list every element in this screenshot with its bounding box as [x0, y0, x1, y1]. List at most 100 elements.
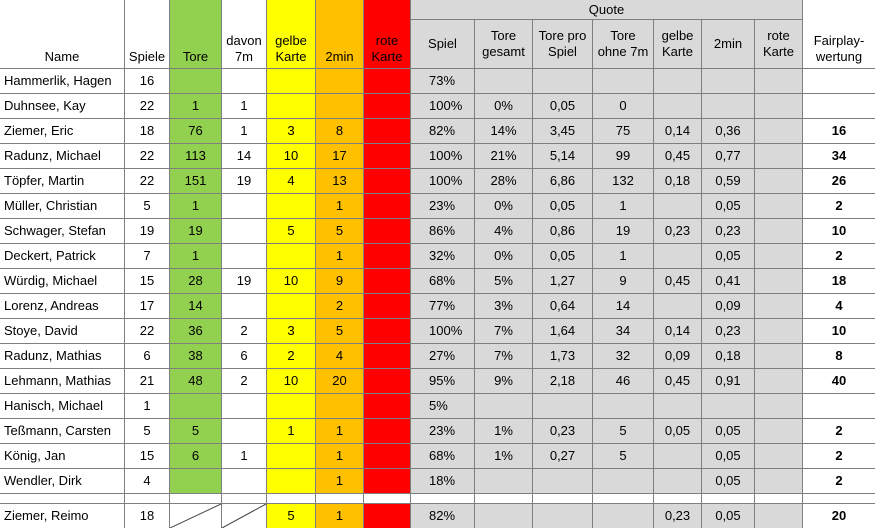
table-cell: 48 [170, 369, 221, 393]
table-cell: 36 [170, 319, 221, 343]
table-cell: 1 [222, 94, 266, 118]
table-cell: 2 [803, 444, 875, 468]
table-cell: 32 [593, 344, 653, 368]
table-cell: 95% [411, 369, 474, 393]
column-header: Tore gesamt [475, 20, 532, 68]
table-cell: 0,18 [654, 169, 701, 193]
table-cell: 8 [803, 344, 875, 368]
table-cell [803, 94, 875, 118]
table-cell: Ziemer, Eric [0, 119, 124, 143]
table-cell: 5 [267, 504, 315, 528]
table-cell [316, 69, 363, 93]
table-cell: 0,23 [533, 419, 592, 443]
table-cell: 1% [475, 419, 532, 443]
table-cell [364, 269, 410, 293]
table-cell: 100% [411, 144, 474, 168]
table-cell: 2 [803, 194, 875, 218]
table-cell [654, 69, 701, 93]
table-cell [702, 394, 754, 418]
table-cell: 40 [803, 369, 875, 393]
table-cell [654, 244, 701, 268]
table-cell: Radunz, Michael [0, 144, 124, 168]
table-cell: Deckert, Patrick [0, 244, 124, 268]
table-cell: 0,05 [702, 419, 754, 443]
table-cell: 1 [222, 444, 266, 468]
table-cell [170, 504, 221, 528]
table-cell: 14 [593, 294, 653, 318]
table-cell [364, 69, 410, 93]
table-cell [593, 394, 653, 418]
table-cell [364, 444, 410, 468]
table-cell [755, 219, 802, 243]
table-cell: 0,45 [654, 144, 701, 168]
table-cell [267, 394, 315, 418]
table-cell [364, 469, 410, 493]
table-cell: 0,05 [702, 504, 754, 528]
table-cell: 17 [125, 294, 169, 318]
table-cell [475, 469, 532, 493]
table-cell: 5 [593, 419, 653, 443]
table-cell: 9 [316, 269, 363, 293]
table-cell: 0,64 [533, 294, 592, 318]
table-cell [364, 144, 410, 168]
table-cell: 73% [411, 69, 474, 93]
table-cell: 0,41 [702, 269, 754, 293]
table-cell: 0,05 [654, 419, 701, 443]
table-cell: 2 [267, 344, 315, 368]
table-cell [755, 144, 802, 168]
table-cell [267, 469, 315, 493]
table-cell: Duhnsee, Kay [0, 94, 124, 118]
table-cell: 9 [593, 269, 653, 293]
table-cell: 38 [170, 344, 221, 368]
table-cell: 86% [411, 219, 474, 243]
table-cell [364, 344, 410, 368]
table-cell: 26 [803, 169, 875, 193]
table-cell: 34 [803, 144, 875, 168]
table-cell [533, 394, 592, 418]
table-cell: 21 [125, 369, 169, 393]
table-cell: 46 [593, 369, 653, 393]
table-cell: 2 [222, 369, 266, 393]
table-cell: Radunz, Mathias [0, 344, 124, 368]
table-cell: 1 [316, 244, 363, 268]
table-cell: 6 [125, 344, 169, 368]
table-cell [222, 294, 266, 318]
table-cell [364, 419, 410, 443]
table-cell: Schwager, Stefan [0, 219, 124, 243]
table-cell: 82% [411, 119, 474, 143]
column-header: Spiele [125, 0, 169, 68]
table-cell: 18 [125, 504, 169, 528]
table-cell: Hanisch, Michael [0, 394, 124, 418]
table-cell [654, 294, 701, 318]
table-cell: 0,05 [702, 194, 754, 218]
table-cell: 0,09 [702, 294, 754, 318]
table-cell [222, 469, 266, 493]
table-cell: 1 [170, 194, 221, 218]
table-cell [170, 69, 221, 93]
table-cell [364, 244, 410, 268]
table-cell: 5,14 [533, 144, 592, 168]
table-cell: 0,45 [654, 269, 701, 293]
table-cell [316, 94, 363, 118]
table-cell [755, 294, 802, 318]
table-cell: 18 [803, 269, 875, 293]
table-cell [755, 69, 802, 93]
table-cell: 68% [411, 269, 474, 293]
table-cell: 19 [170, 219, 221, 243]
table-cell: 0,45 [654, 369, 701, 393]
column-header: rote Karte [755, 20, 802, 68]
table-cell: 0,14 [654, 319, 701, 343]
table-cell: 19 [593, 219, 653, 243]
spacer-cell [702, 494, 754, 503]
table-cell: 22 [125, 94, 169, 118]
table-cell [475, 394, 532, 418]
table-cell: 27% [411, 344, 474, 368]
table-cell: Teßmann, Carsten [0, 419, 124, 443]
table-cell [654, 394, 701, 418]
table-cell [755, 469, 802, 493]
table-cell: 20 [316, 369, 363, 393]
table-cell [364, 504, 410, 528]
table-cell: Lorenz, Andreas [0, 294, 124, 318]
table-cell: 0,05 [533, 94, 592, 118]
table-cell [170, 469, 221, 493]
